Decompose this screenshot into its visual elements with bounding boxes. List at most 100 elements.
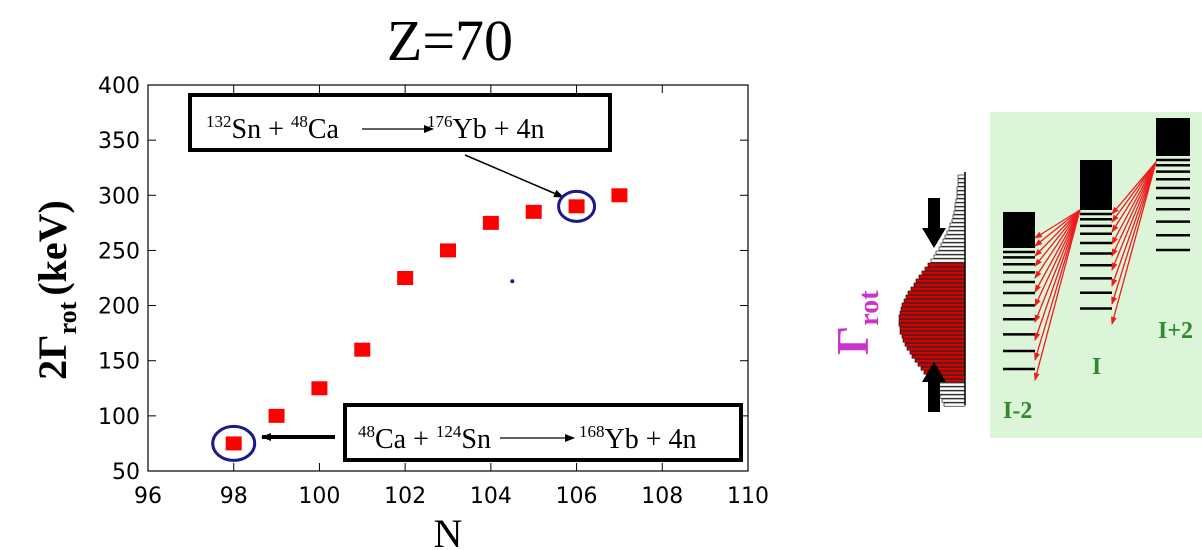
level-bands: [1003, 118, 1190, 371]
histogram-bar: [940, 242, 966, 247]
histogram-bar: [907, 290, 966, 295]
histogram-bar: [927, 262, 966, 267]
x-tick-label: 102: [384, 484, 426, 509]
histogram-bar: [930, 258, 966, 263]
histogram-bar: [943, 402, 966, 407]
histogram-bar: [955, 198, 966, 203]
histogram-bar: [909, 350, 966, 355]
transition-arrow: [1111, 161, 1157, 271]
gamma-rot-label: Γrot: [827, 290, 885, 355]
annotation-text: 48Ca + 124Sn 168Yb + 4n: [358, 422, 697, 455]
histogram-bar: [913, 282, 966, 287]
y-tick-label: 300: [98, 184, 140, 209]
data-point: [482, 215, 499, 230]
gamma-rot-sub: rot: [854, 290, 885, 326]
transition-arrows: [1033, 161, 1157, 381]
reaction-arrow-gap: [495, 424, 579, 455]
transition-arrow: [1111, 161, 1157, 233]
histogram-bar: [905, 294, 966, 299]
histogram-bar: [939, 394, 966, 399]
histogram-bar: [903, 298, 966, 303]
histogram-bar: [904, 342, 966, 347]
histogram-bar: [942, 238, 966, 243]
isotope-mass: 124: [436, 422, 462, 441]
histogram-bar: [935, 250, 966, 255]
data-point: [397, 271, 414, 285]
chart-title: Z=70: [387, 8, 513, 73]
histogram-bar: [911, 354, 966, 359]
histogram-bar: [910, 286, 966, 291]
isotope-mass: 176: [427, 112, 453, 131]
histogram-bar: [924, 266, 966, 271]
histogram-bar: [938, 246, 966, 251]
data-points: [225, 188, 628, 451]
isotope-symbol: Sn +: [232, 114, 291, 145]
histogram-bar: [952, 214, 966, 219]
histogram-bar: [914, 358, 966, 363]
histogram-bar: [956, 186, 966, 191]
data-point: [611, 188, 628, 203]
y-axis-label-sub: rot: [53, 301, 82, 334]
y-tick-label: 150: [98, 350, 140, 375]
histogram-bar: [906, 346, 966, 351]
histogram-bar: [941, 398, 966, 403]
scatter-chart: Z=70 96 98 100 102 104 106 108 110 50 100 150 200 2…: [30, 8, 769, 550]
band-i-minus-2-dense-block: [1003, 212, 1035, 248]
highlight-circle-upper: [557, 189, 597, 223]
isotope-symbol: Ca: [308, 114, 340, 145]
histogram-bar: [957, 174, 966, 179]
transition-arrow: [1110, 161, 1157, 325]
histogram-bar: [898, 322, 966, 327]
histogram-bar: [902, 338, 966, 343]
transition-arrow: [1111, 161, 1157, 223]
transition-arrow: [1034, 209, 1081, 341]
x-tick-label: 96: [134, 484, 162, 509]
annotation-text: 132Sn + 48Ca 176Yb + 4n: [206, 112, 545, 145]
histogram-bar: [899, 330, 966, 335]
stray-dot: [510, 279, 515, 284]
histogram-bar: [953, 210, 966, 215]
histogram-bar: [948, 226, 966, 231]
isotope-symbol: Yb + 4n: [452, 114, 544, 145]
histogram-bar: [898, 318, 966, 323]
x-tick-label: 100: [298, 484, 340, 509]
annotation-box-upper: [188, 93, 612, 152]
y-axis-label-unit: (keV): [30, 200, 75, 296]
level-label-i-plus-2: I+2: [1158, 318, 1193, 344]
band-i-plus-2-dense-block: [1156, 118, 1190, 156]
data-point: [568, 199, 585, 214]
y-axis-label: 2Γrot (keV): [30, 200, 82, 380]
x-tick-label: 104: [470, 484, 512, 509]
y-tick-label: 400: [98, 74, 140, 99]
histogram-bar: [937, 390, 966, 395]
rotational-damping-diagram: Γrot I-2 I I+2: [827, 112, 1202, 438]
histogram-bar: [949, 222, 966, 227]
histogram-bar: [921, 270, 966, 275]
histogram-bar: [956, 190, 966, 195]
data-point: [311, 381, 328, 396]
histogram-bar: [901, 334, 966, 339]
transition-arrow: [1111, 161, 1157, 305]
svg-text:2Γrot(keV): 2Γrot (keV): [30, 200, 82, 380]
isotope-mass: 168: [579, 422, 605, 441]
histogram-bar: [956, 194, 966, 199]
data-point: [225, 436, 242, 451]
annotation-box-lower: [343, 403, 743, 462]
annotations: 132Sn + 48Ca 176Yb + 4n 48Ca + 124Sn 168Y…: [188, 93, 743, 462]
level-label-i: I: [1092, 354, 1101, 380]
transition-arrow: [1034, 209, 1081, 323]
y-tick-label: 100: [98, 405, 140, 430]
histogram-bar: [954, 202, 966, 207]
histogram-bar: [899, 310, 966, 315]
x-tick-label: 110: [727, 484, 769, 509]
transition-arrow: [1111, 161, 1157, 257]
isotope-mass: 48: [291, 112, 308, 131]
histogram-bar: [920, 366, 966, 371]
transition-arrow: [1034, 209, 1081, 361]
isotope-symbol: Yb + 4n: [604, 424, 696, 455]
isotope-symbol: Ca +: [375, 424, 436, 455]
pointer-arrow-upper: [464, 154, 564, 198]
histogram-bar: [951, 218, 966, 223]
y-axis-ticks: 50 100 150 200 250 300 350 400: [98, 74, 748, 485]
